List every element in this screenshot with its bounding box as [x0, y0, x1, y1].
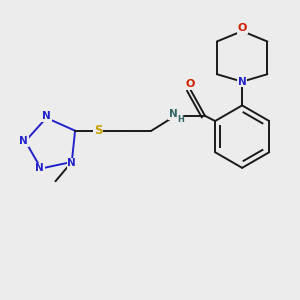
- Text: O: O: [238, 23, 247, 33]
- Text: N: N: [169, 109, 177, 119]
- Text: N: N: [68, 158, 76, 168]
- Text: N: N: [238, 76, 247, 87]
- Text: N: N: [35, 164, 44, 173]
- Text: O: O: [185, 79, 195, 89]
- Text: N: N: [20, 136, 28, 146]
- Text: N: N: [42, 111, 51, 122]
- Text: S: S: [94, 124, 102, 137]
- Text: H: H: [177, 115, 184, 124]
